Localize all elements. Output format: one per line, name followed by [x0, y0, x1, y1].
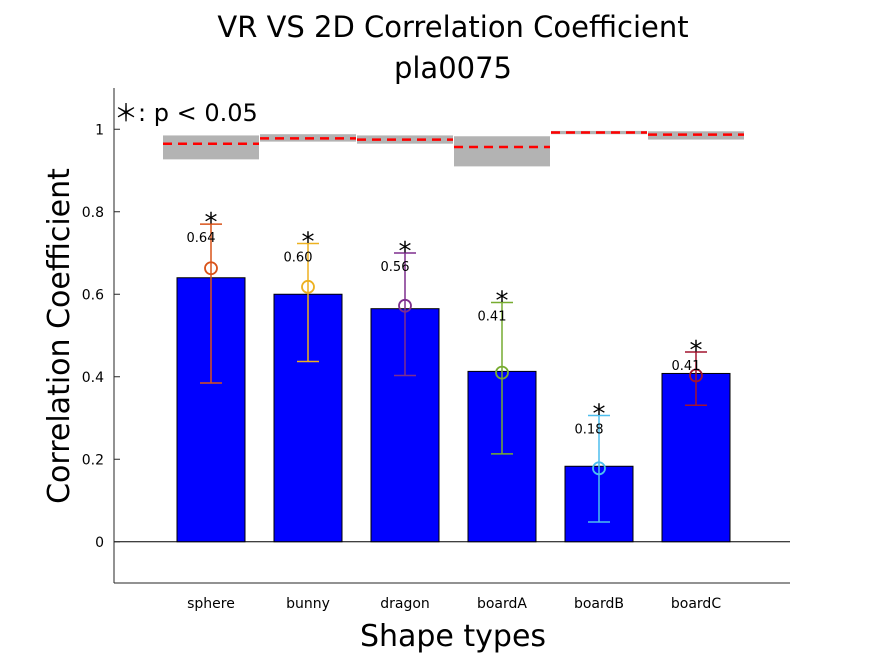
data-label: 0.56 [381, 260, 410, 275]
y-tick-label: 0.6 [82, 287, 104, 303]
x-tick-label: boardB [574, 596, 624, 612]
x-tick-label: boardC [671, 596, 721, 612]
y-tick-label: 0.2 [82, 452, 104, 468]
data-label: 0.41 [478, 310, 507, 325]
mean-marker [301, 279, 315, 294]
significance-star: * [205, 208, 218, 238]
significance-star: * [399, 237, 412, 267]
x-tick-label: boardA [477, 596, 527, 612]
y-tick-label: 1 [95, 122, 104, 138]
x-axis-title: Shape types [360, 619, 546, 654]
y-axis-title: Correlation Coefficient [42, 168, 77, 504]
y-tick-label: 0.8 [82, 205, 104, 221]
plot-area: 00.20.40.60.810.64*sphere0.60*bunny0.56*… [82, 88, 790, 612]
ceiling-band [163, 135, 259, 160]
significance-star: * [302, 228, 315, 258]
mean-marker [204, 261, 218, 276]
chart-title: VR VS 2D Correlation Coefficient [217, 10, 688, 44]
data-label: 0.41 [672, 359, 701, 374]
ceiling-band [454, 136, 550, 167]
mean-marker [398, 298, 412, 313]
data-label: 0.60 [284, 251, 313, 266]
data-label: 0.64 [187, 231, 216, 246]
significance-star: * [690, 336, 703, 366]
y-tick-label: 0 [95, 535, 104, 551]
mean-marker [592, 461, 606, 476]
mean-marker [689, 368, 703, 383]
y-tick-label: 0.4 [82, 370, 104, 386]
significance-star: * [496, 287, 509, 317]
chart-subtitle: pla0075 [394, 51, 512, 85]
x-tick-label: bunny [286, 596, 330, 612]
significance-star: * [593, 400, 606, 430]
x-tick-label: sphere [187, 596, 235, 612]
significance-note: ＊: p < 0.05 [114, 99, 258, 127]
x-tick-label: dragon [380, 596, 430, 612]
mean-marker [495, 365, 509, 380]
data-label: 0.18 [575, 423, 604, 438]
